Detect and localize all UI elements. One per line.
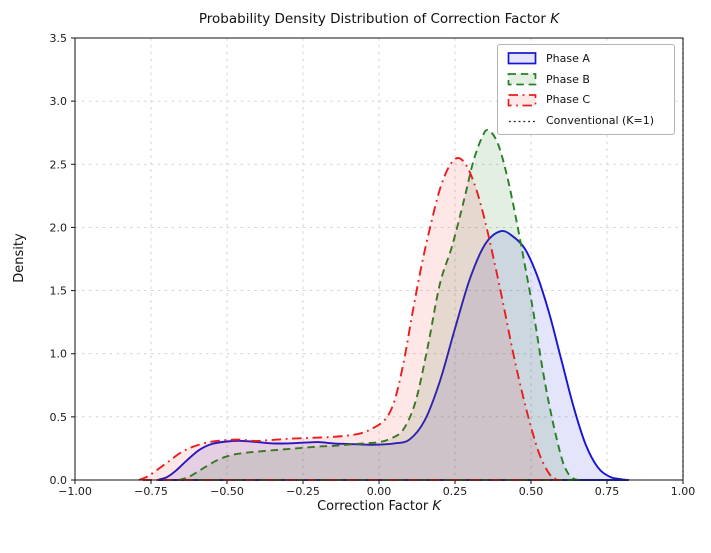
legend-label-phase-b: Phase B	[546, 72, 590, 86]
y-tick-label: 1.0	[50, 348, 68, 361]
axis-ticks: −1.00 −0.75 −0.50 −0.25 0.00 0.25 0.50 0.75 1.00…	[50, 32, 696, 498]
x-tick-label: −0.75	[134, 485, 168, 498]
density-curve-phase-b	[177, 128, 581, 481]
legend-swatch-phase-c	[507, 94, 537, 107]
legend-swatch-conventional-line	[509, 120, 535, 122]
legend-swatch-phase-a	[507, 52, 537, 65]
y-tick-label: 1.5	[50, 285, 68, 298]
y-tick-label: 0.0	[50, 474, 68, 487]
x-axis-label-text: Correction Factor	[317, 499, 433, 514]
legend-label-phase-a: Phase A	[546, 51, 590, 65]
y-tick-label: 2.0	[50, 221, 68, 234]
legend-label-phase-c: Phase C	[546, 93, 591, 107]
x-tick-label: 1.00	[671, 485, 696, 498]
chart-title-text: Probability Density Distribution of Corr…	[198, 11, 551, 27]
x-tick-label: −0.50	[210, 485, 244, 498]
legend-box: Phase A Phase B Phase C Conventional (K=…	[497, 44, 675, 135]
legend-label-conventional: Conventional (K=1)	[546, 114, 655, 128]
legend-item-phase-a: Phase A	[507, 49, 674, 67]
x-axis-label-variable: K	[432, 499, 441, 514]
y-tick-label: 0.5	[50, 411, 68, 424]
legend-item-conventional: Conventional (K=1)	[507, 112, 674, 130]
legend-item-phase-b: Phase B	[507, 70, 674, 88]
density-curve-phase-a	[156, 230, 630, 481]
x-tick-label: 0.50	[519, 485, 544, 498]
density-curve-phase-c	[137, 157, 563, 481]
x-tick-label: 0.00	[367, 485, 392, 498]
legend-item-phase-c: Phase C	[507, 91, 674, 109]
y-tick-label: 3.0	[50, 95, 68, 108]
chart-title: Probability Density Distribution of Corr…	[75, 11, 683, 27]
legend-swatch-phase-b	[507, 73, 537, 86]
x-tick-label: 0.25	[443, 485, 468, 498]
chart-title-variable: K	[550, 11, 560, 27]
x-tick-label: −0.25	[286, 485, 320, 498]
y-axis-label: Density	[12, 233, 27, 283]
x-axis-label: Correction Factor K	[75, 499, 683, 514]
y-tick-label: 2.5	[50, 158, 68, 171]
x-tick-label: 0.75	[595, 485, 620, 498]
x-tick-label: −1.00	[58, 485, 92, 498]
y-tick-label: 3.5	[50, 32, 68, 45]
